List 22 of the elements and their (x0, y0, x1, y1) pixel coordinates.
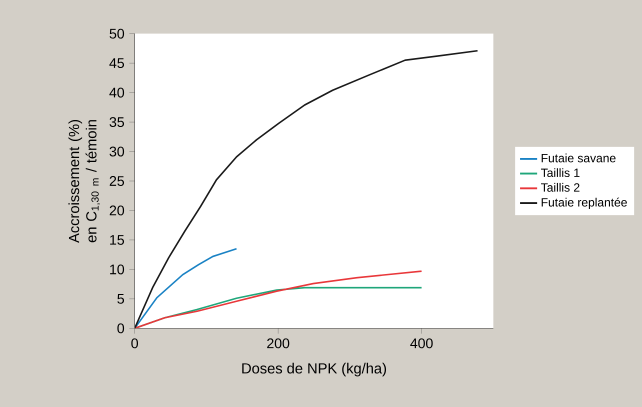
x-axis-title: Doses de NPK (kg/ha) (242, 362, 386, 376)
y-tick-label: 20 (110, 206, 124, 216)
line-series (134, 50, 478, 328)
y-tick-label: 30 (110, 146, 124, 156)
line-series (134, 248, 238, 328)
y-tick-label: 10 (110, 264, 124, 274)
y-tick-label: 5 (117, 294, 124, 304)
legend-label: Futaie savane (542, 154, 616, 162)
y-tick-label: 35 (110, 117, 124, 128)
legend-label: Futaie replantée (542, 198, 627, 209)
y-tick-label: 40 (109, 88, 124, 98)
y-tick-label: 25 (110, 176, 124, 186)
legend-label: Taillis 1 (541, 168, 580, 178)
line-series (134, 270, 422, 328)
y-tick-label: 0 (117, 323, 124, 334)
x-tick-label: 400 (410, 338, 433, 348)
x-tick-label: 0 (131, 338, 138, 348)
y-tick-label: 50 (110, 28, 124, 39)
legend-label: Taillis 2 (541, 182, 580, 192)
y-tick-label: 15 (110, 235, 124, 245)
x-tick-label: 200 (267, 338, 290, 348)
y-tick-label: 45 (109, 58, 124, 68)
